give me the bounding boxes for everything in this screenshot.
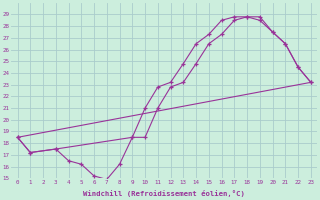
X-axis label: Windchill (Refroidissement éolien,°C): Windchill (Refroidissement éolien,°C) — [83, 190, 245, 197]
